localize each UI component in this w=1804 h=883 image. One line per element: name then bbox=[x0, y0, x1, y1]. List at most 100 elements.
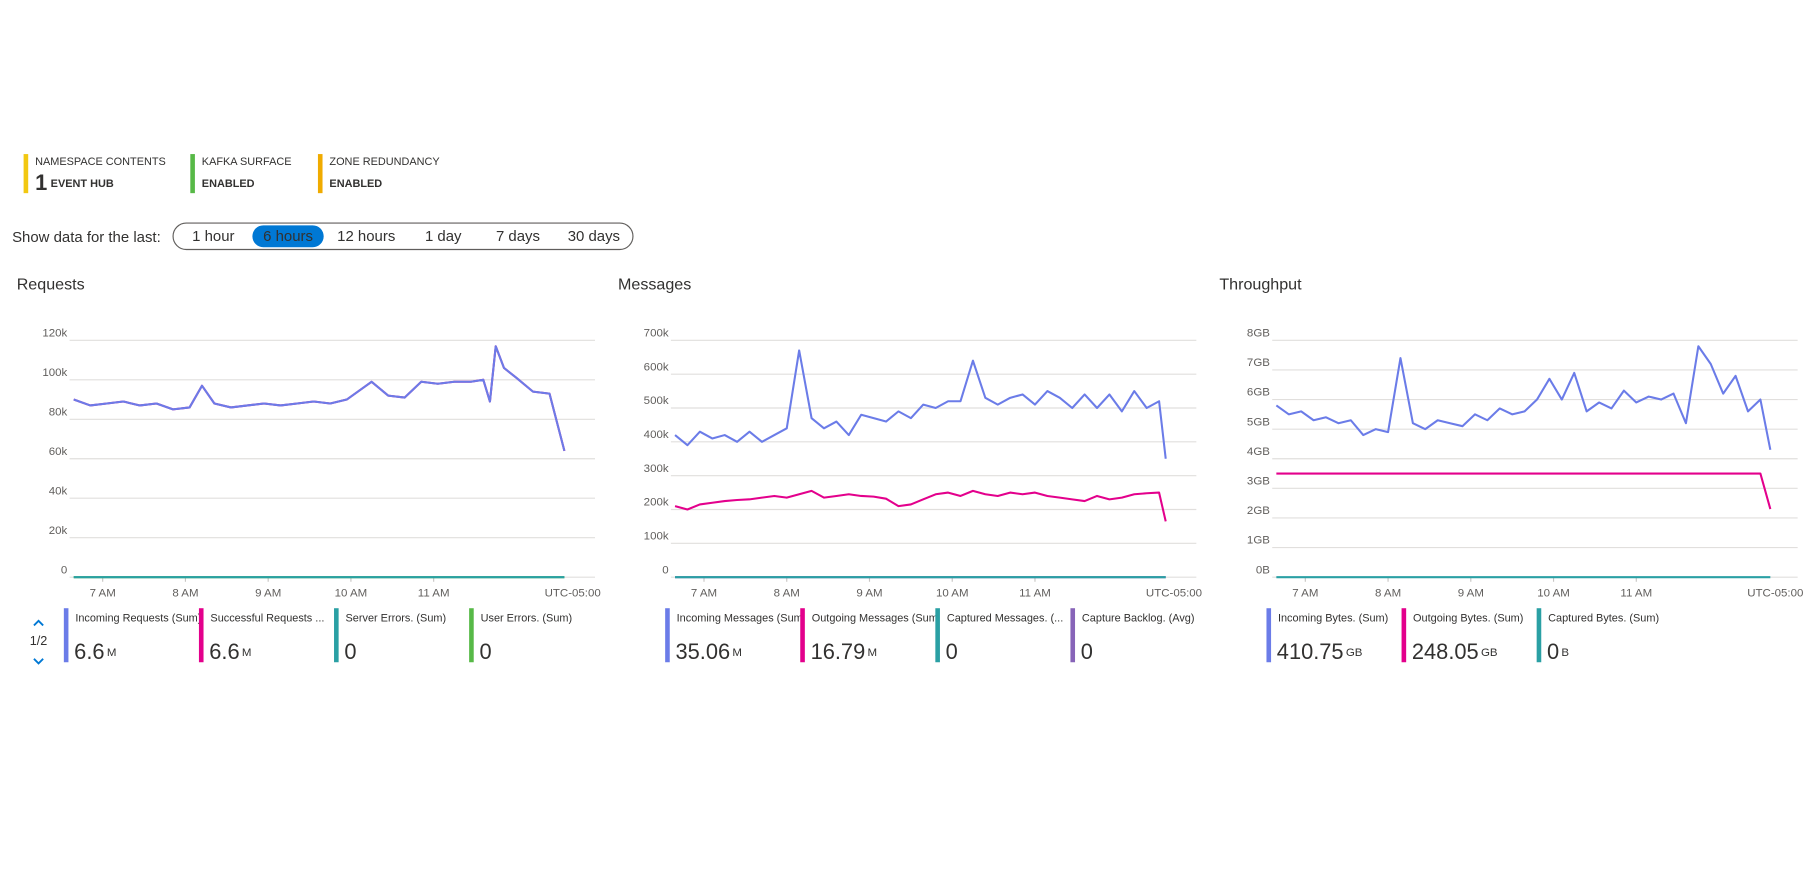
y-tick-label: 0B bbox=[1256, 564, 1270, 576]
legend-name: Outgoing Messages (Sum bbox=[812, 612, 938, 624]
legend-total-unit: M bbox=[107, 647, 117, 659]
chart-title: Messages bbox=[618, 275, 691, 293]
tile-value: ENABLED bbox=[329, 178, 382, 190]
x-tick-label: 11 AM bbox=[1019, 587, 1051, 599]
tile-bar bbox=[317, 154, 323, 194]
x-tick-label: 10 AM bbox=[1537, 587, 1570, 599]
time-range-pill bbox=[172, 222, 634, 251]
legend-name: Captured Messages. (... bbox=[947, 612, 1063, 624]
time-range-option[interactable]: 30 days bbox=[568, 228, 620, 245]
legend-total-value: 0 bbox=[344, 639, 356, 664]
legend-total-value: 0 bbox=[479, 639, 491, 664]
tile-label: NAMESPACE CONTENTS bbox=[35, 156, 166, 168]
y-tick-label: 7GB bbox=[1247, 357, 1270, 369]
x-tick-label: 7 AM bbox=[691, 587, 717, 599]
x-tick-label: 9 AM bbox=[255, 587, 281, 599]
legend-name: Captured Bytes. (Sum) bbox=[1548, 612, 1659, 624]
legend-total: 0 bbox=[946, 639, 958, 664]
legend-color bbox=[469, 608, 474, 663]
tile-unit: EVENT HUB bbox=[51, 178, 114, 190]
legend-total-value: 35.06 bbox=[676, 639, 731, 664]
legend-next[interactable] bbox=[33, 658, 44, 665]
legend-total: 0 bbox=[1081, 639, 1093, 664]
x-tick-label: 11 AM bbox=[1620, 587, 1652, 599]
y-tick-label: 700k bbox=[644, 327, 669, 339]
y-tick-label: 300k bbox=[644, 463, 669, 475]
time-range-option[interactable]: 1 hour bbox=[192, 228, 234, 245]
y-tick-label: 2GB bbox=[1247, 505, 1270, 517]
tile-value-main: 1 bbox=[35, 170, 47, 195]
legend-prev[interactable] bbox=[33, 619, 44, 627]
time-range-option[interactable]: 6 hours bbox=[263, 228, 313, 245]
y-tick-label: 5GB bbox=[1247, 416, 1270, 428]
tile-bar bbox=[190, 154, 195, 194]
legend-total: 6.6 M bbox=[209, 639, 251, 664]
legend-total: 6.6 M bbox=[74, 639, 116, 664]
legend-name: Successful Requests ... bbox=[210, 612, 324, 624]
x-tick-label: 11 AM bbox=[418, 587, 450, 599]
y-tick-label: 60k bbox=[49, 446, 68, 458]
legend-total-value: 410.75 bbox=[1277, 639, 1344, 664]
legend-total-value: 16.79 bbox=[811, 639, 866, 664]
time-range-option[interactable]: 7 days bbox=[496, 228, 540, 245]
legend-color bbox=[1401, 608, 1407, 663]
x-tick-label: 9 AM bbox=[1458, 587, 1484, 599]
legend-total-value: 0 bbox=[1547, 639, 1559, 664]
time-range-option[interactable]: 1 day bbox=[425, 228, 462, 245]
legend-page: 1/2 bbox=[30, 634, 48, 648]
y-tick-label: 0 bbox=[662, 564, 668, 576]
time-range-option[interactable]: 12 hours bbox=[337, 228, 395, 245]
timezone-label: UTC-05:00 bbox=[1146, 587, 1202, 599]
series-line bbox=[1276, 472, 1772, 510]
legend-name: Incoming Requests (Sum) bbox=[75, 612, 201, 624]
legend-total: 410.75 GB bbox=[1277, 639, 1363, 664]
legend-total: 0 bbox=[344, 639, 356, 664]
legend-color bbox=[800, 608, 805, 663]
legend-total-unit: M bbox=[242, 647, 252, 659]
time-range-label: Show data for the last: bbox=[12, 229, 161, 246]
chart-title: Throughput bbox=[1219, 275, 1302, 293]
tile-label: KAFKA SURFACE bbox=[202, 156, 292, 168]
legend-total: 35.06 M bbox=[676, 639, 743, 664]
timezone-label: UTC-05:00 bbox=[1747, 587, 1803, 599]
legend-total-unit: B bbox=[1561, 647, 1569, 659]
y-tick-label: 0 bbox=[61, 564, 67, 576]
y-tick-label: 80k bbox=[49, 406, 68, 418]
y-tick-label: 100k bbox=[644, 530, 669, 542]
y-tick-label: 600k bbox=[644, 361, 669, 373]
legend-total-value: 248.05 bbox=[1412, 639, 1479, 664]
legend-name: Incoming Bytes. (Sum) bbox=[1278, 612, 1388, 624]
timezone-label: UTC-05:00 bbox=[545, 587, 601, 599]
y-tick-label: 6GB bbox=[1247, 387, 1270, 399]
series-line bbox=[674, 349, 1167, 459]
tile-bar bbox=[23, 154, 29, 194]
legend-name: User Errors. (Sum) bbox=[481, 612, 573, 624]
legend-total-value: 6.6 bbox=[209, 639, 239, 664]
legend-total-unit: GB bbox=[1481, 647, 1498, 659]
legend-total-unit: M bbox=[868, 647, 878, 659]
legend-color bbox=[665, 608, 670, 663]
y-tick-label: 500k bbox=[644, 395, 669, 407]
y-tick-label: 100k bbox=[42, 367, 67, 379]
legend-total-value: 6.6 bbox=[74, 639, 104, 664]
series-line bbox=[73, 345, 566, 452]
x-tick-label: 10 AM bbox=[335, 587, 368, 599]
x-tick-label: 10 AM bbox=[936, 587, 969, 599]
x-tick-label: 9 AM bbox=[856, 587, 882, 599]
x-tick-label: 8 AM bbox=[172, 587, 198, 599]
x-tick-label: 8 AM bbox=[1375, 587, 1401, 599]
legend-color bbox=[334, 608, 339, 663]
legend-total: 16.79 M bbox=[811, 639, 878, 664]
legend-color bbox=[63, 608, 69, 663]
legend-name: Incoming Messages (Sum bbox=[677, 612, 803, 624]
y-tick-label: 3GB bbox=[1247, 475, 1270, 487]
y-tick-label: 120k bbox=[42, 327, 67, 339]
legend-name: Server Errors. (Sum) bbox=[346, 612, 447, 624]
legend-total: 248.05 GB bbox=[1412, 639, 1498, 664]
x-tick-label: 7 AM bbox=[1292, 587, 1318, 599]
legend-color bbox=[935, 608, 940, 663]
x-tick-label: 7 AM bbox=[90, 587, 116, 599]
